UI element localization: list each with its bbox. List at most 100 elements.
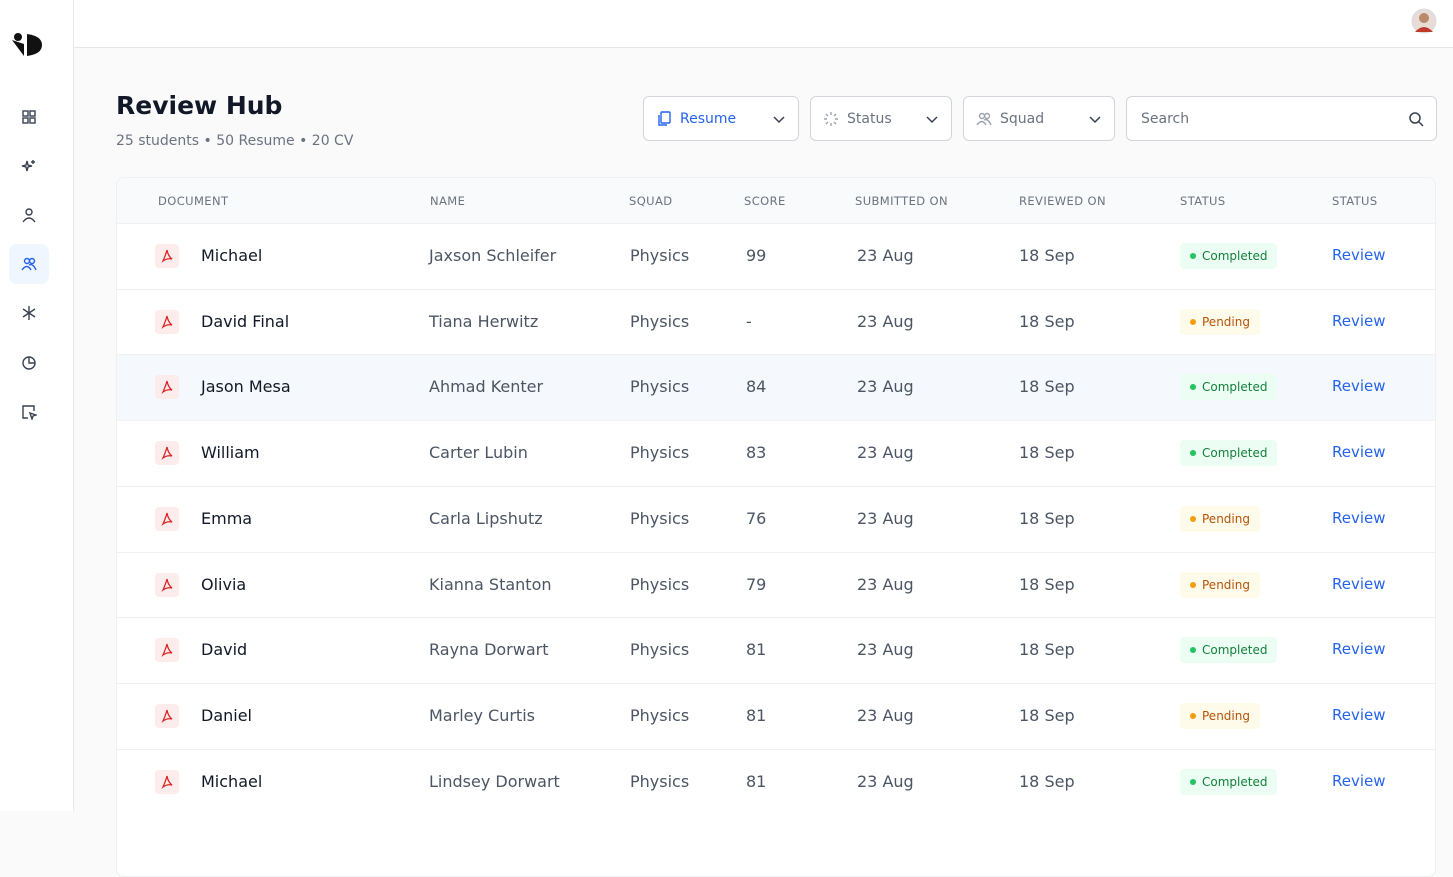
status-dot [1190, 712, 1196, 719]
submitted-on: 23 Aug [857, 508, 914, 528]
page-title: Review Hub [116, 91, 283, 120]
student-name: Marley Curtis [429, 705, 535, 725]
table-row: David Final Tiana Herwitz Physics - 23 Aug 18… [117, 288, 1435, 355]
avatar[interactable] [1411, 8, 1437, 34]
chevron [773, 115, 785, 123]
nav-reports[interactable] [9, 343, 49, 383]
table-row: Michael Jaxson Schleifer Physics 99 23 Aug 18… [117, 223, 1435, 289]
student-name: Jaxson Schleifer [429, 246, 557, 265]
squad: Physics [630, 377, 690, 397]
table-row: Olivia Kianna Stanton Physics 79 23 Aug 18 Se… [117, 551, 1435, 618]
document-name: Olivia [201, 574, 247, 594]
status-dot [1190, 515, 1196, 522]
review-link[interactable]: Review [1332, 377, 1386, 396]
student-name: Ahmad Kenter [429, 377, 544, 397]
table-header [117, 178, 1435, 223]
table-row: William Carter Lubin Physics 83 23 Aug 18 Sep… [117, 420, 1435, 486]
submitted-on: 23 Aug [857, 311, 914, 331]
status-dot [1190, 318, 1196, 325]
reviewed-on: 18 Sep [1019, 443, 1075, 463]
status-icon [824, 111, 838, 126]
submitted-on: 23 Aug [857, 705, 914, 725]
search-icon [1409, 111, 1424, 127]
reviewed-on: 18 Sep [1019, 377, 1075, 397]
reviewed-on: 18 Sep [1019, 246, 1075, 265]
status-filter[interactable]: Status [810, 96, 952, 141]
document-name: William [201, 443, 260, 463]
table-row: Jason Mesa Ahmad Kenter Physics 84 23 Aug 18 … [117, 354, 1435, 421]
status-badge: Pending [1180, 505, 1260, 532]
document-filter[interactable]: Resume [643, 96, 799, 141]
review-link[interactable]: Review [1332, 246, 1386, 264]
pdf-icon [155, 441, 179, 466]
score: 81 [746, 640, 767, 660]
squad: Physics [630, 574, 690, 594]
status: Completed [1202, 380, 1268, 395]
review-link[interactable]: Review [1332, 574, 1386, 593]
document-name: Michael [201, 246, 263, 265]
status-badge: Pending [1180, 571, 1260, 598]
column-header: DOCUMENT [158, 194, 229, 208]
pdf-icon [155, 309, 179, 334]
status-badge: Completed [1180, 768, 1278, 795]
top-bar [74, 0, 1453, 48]
squad: Physics [630, 311, 690, 331]
search-box[interactable]: Search [1126, 96, 1437, 141]
status: Completed [1202, 774, 1268, 789]
pdf-icon [155, 375, 179, 400]
chevron [926, 115, 938, 123]
submitted-on: 23 Aug [857, 443, 914, 463]
score: 83 [746, 443, 767, 463]
review-link[interactable]: Review [1332, 705, 1386, 724]
status-badge: Pending [1180, 702, 1260, 729]
squad-icon [976, 112, 992, 125]
review-link[interactable]: Review [1332, 640, 1386, 659]
status-badge: Completed [1180, 243, 1278, 269]
table-row: Daniel Marley Curtis Physics 81 23 Aug 18 Sep… [117, 682, 1435, 749]
status-badge: Completed [1180, 374, 1278, 401]
pdf-icon [155, 638, 179, 663]
pdf-icon [155, 244, 179, 268]
review-link[interactable]: Review [1332, 508, 1386, 527]
student-name: Carla Lipshutz [429, 508, 543, 528]
nav-review[interactable] [9, 392, 49, 432]
squad: Physics [630, 246, 690, 265]
table-row: Michael Lindsey Dorwart Physics 81 23 Aug 18 … [117, 748, 1435, 815]
status: Pending [1202, 708, 1250, 723]
score: - [746, 311, 752, 331]
score: 76 [746, 508, 767, 528]
squad-filter[interactable]: Squad [963, 96, 1115, 141]
nav-students[interactable] [9, 244, 49, 284]
score: 81 [746, 771, 767, 791]
student-name: Lindsey Dorwart [429, 771, 560, 791]
nav-dashboard[interactable] [9, 97, 49, 137]
status: Pending [1202, 577, 1250, 592]
column-header: STATUS [1332, 194, 1378, 208]
nav-snow[interactable] [9, 293, 49, 333]
document-icon [658, 110, 671, 126]
nav-sparkle[interactable] [9, 146, 49, 186]
review-link[interactable]: Review [1332, 771, 1386, 790]
review-table: DOCUMENT NAME SQUAD SCORE SUBMITTED ON REVIEW… [116, 177, 1436, 877]
pdf-icon [155, 769, 179, 794]
column-header: SUBMITTED ON [855, 194, 948, 208]
status-filter-label: Status [847, 110, 892, 127]
column-header: SCORE [744, 194, 786, 208]
submitted-on: 23 Aug [857, 771, 914, 791]
review-link[interactable]: Review [1332, 311, 1386, 330]
nav-user[interactable] [9, 195, 49, 235]
status-dot [1190, 778, 1196, 785]
reviewed-on: 18 Sep [1019, 771, 1075, 791]
table-row: David Rayna Dorwart Physics 81 23 Aug 18 Sep C… [117, 617, 1435, 683]
score: 81 [746, 705, 767, 725]
column-header: NAME [430, 194, 466, 208]
review-link[interactable]: Review [1332, 443, 1386, 462]
logo[interactable] [12, 32, 44, 58]
document-name: David Final [201, 311, 290, 331]
reviewed-on: 18 Sep [1019, 508, 1075, 528]
status: Completed [1202, 249, 1268, 263]
document-name: Jason Mesa [201, 377, 291, 397]
submitted-on: 23 Aug [857, 246, 914, 265]
squad: Physics [630, 771, 690, 791]
submitted-on: 23 Aug [857, 574, 914, 594]
